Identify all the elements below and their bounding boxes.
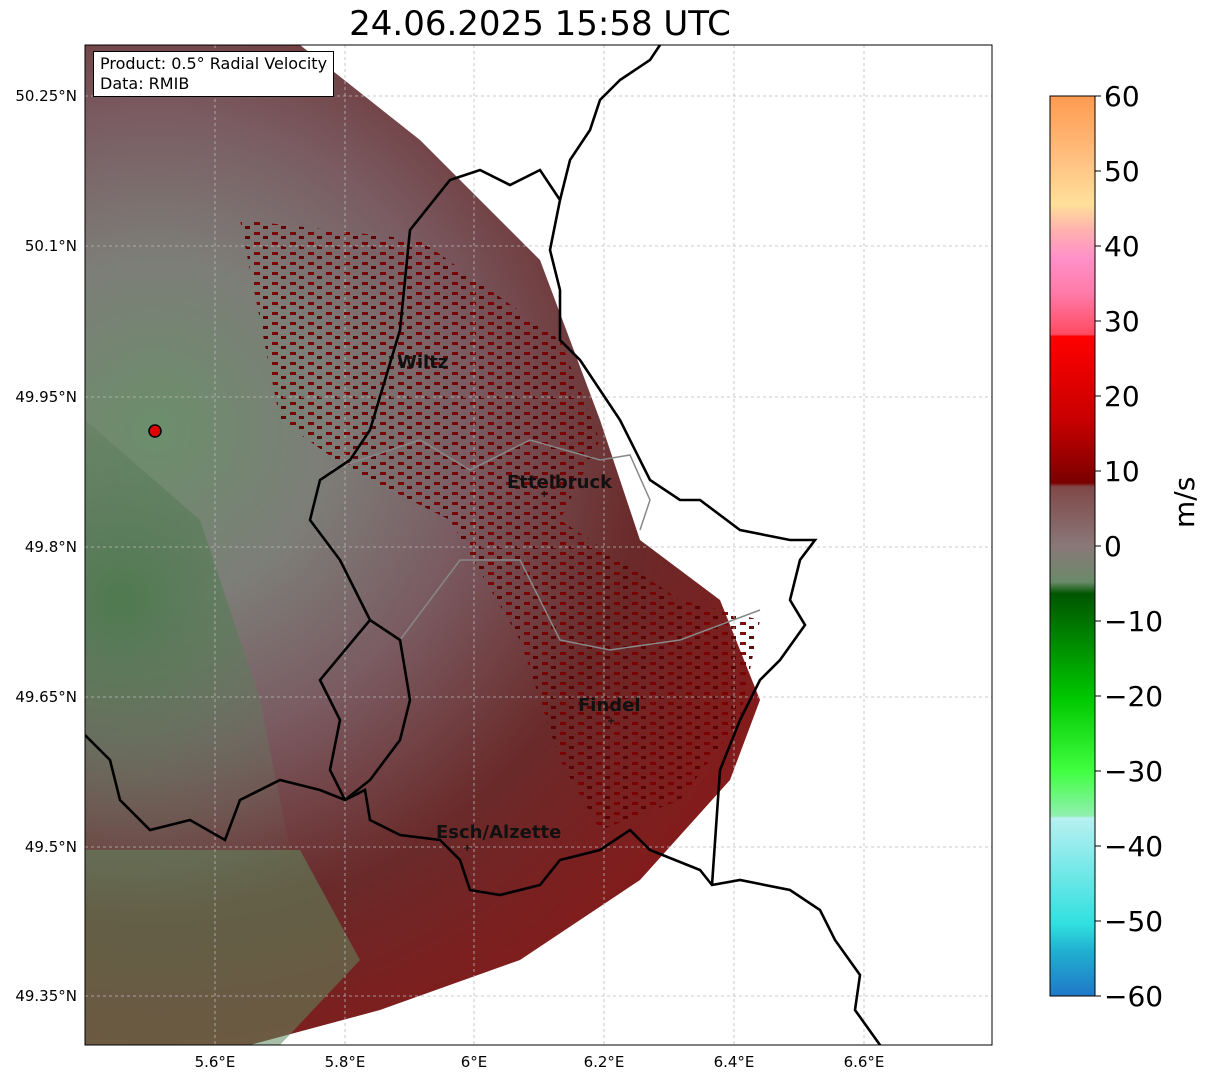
canton-border xyxy=(329,439,651,531)
lon-tick-label: 5.6°E xyxy=(195,1053,236,1071)
colorbar-tick-label: −20 xyxy=(1104,680,1163,713)
product-label: Product: 0.5° Radial Velocity xyxy=(100,54,328,73)
national-border xyxy=(308,168,818,886)
lat-tick-label: 49.35°N xyxy=(15,987,77,1005)
lon-axis: 5.6°E 5.8°E 6°E 6.2°E 6.4°E 6.6°E xyxy=(195,1053,885,1071)
canton-border xyxy=(399,559,761,651)
city-marker: + xyxy=(463,843,471,854)
lat-tick-label: 49.5°N xyxy=(25,838,77,856)
colorbar-ticks: 60 50 40 30 20 10 0 −10 −20 −30 −40 −50 −60 xyxy=(1095,80,1163,1013)
lon-tick-label: 6.4°E xyxy=(714,1053,755,1071)
national-border xyxy=(318,618,412,802)
city-label: Findel xyxy=(578,695,641,716)
city-marker: + xyxy=(607,716,615,727)
product-info-box: Product: 0.5° Radial Velocity Data: RMIB xyxy=(93,51,335,97)
radar-site-marker xyxy=(148,424,162,438)
lat-tick-label: 49.65°N xyxy=(15,688,77,706)
colorbar-tick-label: −10 xyxy=(1104,605,1163,638)
lat-tick-label: 49.95°N xyxy=(15,388,77,406)
lat-tick-label: 49.8°N xyxy=(25,538,77,556)
colorbar xyxy=(1049,95,1096,997)
lon-tick-label: 6.2°E xyxy=(584,1053,625,1071)
colorbar-tick-label: 30 xyxy=(1104,305,1140,338)
city-marker: + xyxy=(540,489,548,500)
colorbar-unit-label: m/s xyxy=(1168,476,1201,528)
colorbar-tick-label: 0 xyxy=(1104,530,1122,563)
city-label: Wiltz xyxy=(397,352,448,373)
lon-tick-label: 5.8°E xyxy=(325,1053,366,1071)
colorbar-tick-label: −60 xyxy=(1104,980,1163,1013)
national-border xyxy=(85,734,882,1045)
lat-tick-label: 50.25°N xyxy=(15,87,77,105)
colorbar-tick-label: −30 xyxy=(1104,755,1163,788)
colorbar-tick-label: −50 xyxy=(1104,905,1163,938)
colorbar-tick-label: 60 xyxy=(1104,80,1140,113)
colorbar-tick-label: 20 xyxy=(1104,380,1140,413)
city-label: Ettelbruck xyxy=(507,472,613,493)
lat-tick-label: 50.1°N xyxy=(25,237,77,255)
lat-axis: 50.25°N 50.1°N 49.95°N 49.8°N 49.65°N 49… xyxy=(15,87,77,1005)
colorbar-tick-label: 50 xyxy=(1104,155,1140,188)
lon-tick-label: 6°E xyxy=(461,1053,488,1071)
colorbar-tick-label: 40 xyxy=(1104,230,1140,263)
data-source-label: Data: RMIB xyxy=(100,74,190,93)
city-label: Esch/Alzette xyxy=(436,822,561,843)
plot-frame xyxy=(84,44,993,1046)
map-title: 24.06.2025 15:58 UTC xyxy=(349,4,731,44)
lon-tick-label: 6.6°E xyxy=(844,1053,885,1071)
colorbar-tick-label: 10 xyxy=(1104,455,1140,488)
colorbar-tick-label: −40 xyxy=(1104,830,1163,863)
city-labels: Wiltz Ettelbruck + Findel + Esch/Alzette… xyxy=(397,352,641,854)
radar-echo-layer xyxy=(85,45,992,1045)
national-border xyxy=(558,45,662,201)
